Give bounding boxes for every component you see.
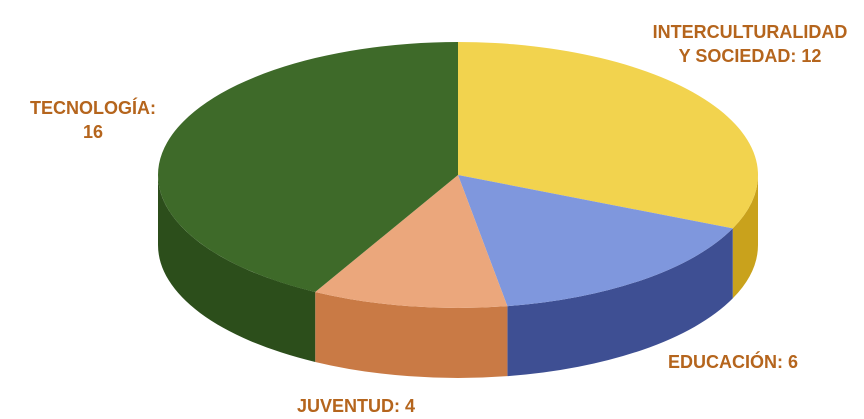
pie-side-interculturalidad-y-sociedad xyxy=(732,175,758,299)
slice-label-juventud: JUVENTUD: 4 xyxy=(297,394,415,418)
slice-label-line: TECNOLOGÍA: xyxy=(30,98,156,118)
slice-label-line: EDUCACIÓN: 6 xyxy=(668,352,799,372)
pie-side-tecnologia xyxy=(158,175,316,362)
pie-slice-educacion xyxy=(458,175,733,307)
pie-top-faces xyxy=(158,42,759,308)
pie-slice-juventud xyxy=(315,175,508,308)
pie-side-educacion xyxy=(507,228,733,377)
slice-label-educacion: EDUCACIÓN: 6 xyxy=(668,350,798,374)
slice-label-line: Y SOCIEDAD: 12 xyxy=(678,46,822,66)
pie-side-walls xyxy=(158,175,758,379)
slice-label-line: JUVENTUD: 4 xyxy=(297,396,416,416)
slice-label-interculturalidad: INTERCULTURALIDAD Y SOCIEDAD: 12 xyxy=(640,20,860,68)
slice-label-tecnologia: TECNOLOGÍA: 16 xyxy=(18,96,168,144)
pie-side-juventud xyxy=(315,291,508,379)
slice-label-line: 16 xyxy=(82,122,104,142)
pie-slice-tecnologia xyxy=(158,42,458,292)
slice-label-line: INTERCULTURALIDAD xyxy=(652,22,848,42)
pie-slice-interculturalidad-y-sociedad xyxy=(458,42,759,229)
